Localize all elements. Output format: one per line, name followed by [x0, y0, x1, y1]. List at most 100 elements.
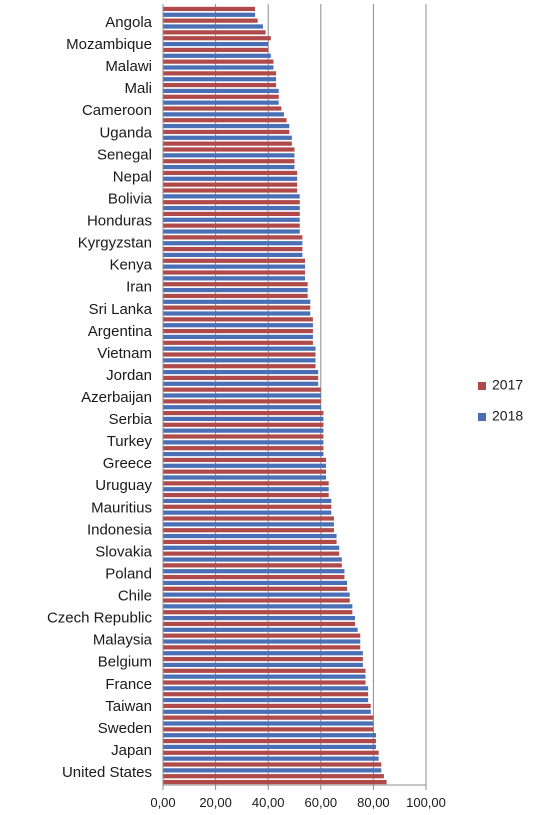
bar	[163, 141, 292, 146]
category-label: France	[105, 676, 152, 693]
bar	[163, 276, 306, 281]
bar	[163, 258, 306, 263]
x-tick-label: 20,00	[199, 795, 232, 810]
bar	[163, 680, 366, 685]
bar	[163, 246, 303, 252]
bar	[163, 153, 295, 158]
bar	[163, 364, 316, 369]
bar	[163, 686, 369, 691]
bar	[163, 733, 377, 738]
category-label: Japan	[111, 742, 152, 759]
bar	[163, 176, 298, 181]
bar	[163, 721, 374, 726]
bar	[163, 159, 295, 164]
bar	[163, 235, 303, 240]
bar	[163, 451, 324, 457]
bar	[163, 18, 258, 23]
category-label: Turkey	[107, 433, 153, 450]
legend-swatch	[478, 413, 486, 421]
bar	[163, 393, 321, 398]
bar	[163, 270, 306, 275]
bar	[163, 545, 340, 550]
category-label: Angola	[105, 14, 152, 31]
x-tick-label: 40,00	[252, 795, 285, 810]
bar	[163, 744, 377, 750]
category-label: Indonesia	[87, 521, 153, 538]
bar	[163, 750, 379, 755]
bar	[163, 727, 374, 732]
bar	[163, 170, 298, 176]
bar	[163, 709, 371, 714]
bar	[163, 340, 313, 345]
bar	[163, 229, 300, 234]
bar	[163, 369, 319, 375]
bar	[163, 539, 337, 545]
x-tick-label: 0,00	[150, 795, 175, 810]
category-label: Belgium	[98, 654, 152, 671]
bar	[163, 24, 263, 29]
category-label: Mauritius	[91, 499, 152, 516]
bar	[163, 510, 332, 515]
bar	[163, 487, 329, 492]
category-label: Mali	[124, 80, 152, 97]
bar	[163, 375, 319, 381]
category-label: Slovakia	[95, 543, 152, 560]
category-label: United States	[62, 764, 152, 781]
bar	[163, 211, 300, 217]
bar	[163, 205, 300, 211]
category-label: Chile	[118, 587, 152, 604]
bar	[163, 481, 329, 486]
bar	[163, 264, 306, 269]
bar	[163, 334, 313, 340]
bar	[163, 47, 269, 53]
bar	[163, 106, 282, 111]
bar	[163, 405, 321, 410]
category-label: Kyrgyzstan	[78, 235, 152, 252]
category-label: Sweden	[98, 720, 152, 737]
category-label: Uganda	[99, 124, 152, 141]
bar	[163, 352, 316, 357]
bar	[163, 598, 350, 603]
bar	[163, 36, 271, 41]
category-label: Nepal	[113, 168, 152, 185]
bar	[163, 387, 321, 392]
bar	[163, 123, 290, 129]
category-label: Iran	[126, 279, 152, 296]
category-label: Cameroon	[82, 102, 152, 119]
bar	[163, 621, 355, 627]
bar	[163, 317, 313, 322]
bar	[163, 504, 332, 509]
bar	[163, 311, 311, 316]
bar	[163, 639, 361, 644]
bar	[163, 610, 353, 615]
bar	[163, 416, 324, 422]
bar	[163, 779, 387, 785]
category-label: Malawi	[105, 58, 152, 75]
bar	[163, 557, 342, 562]
category-label: Poland	[105, 565, 152, 582]
bar	[163, 53, 271, 58]
bar	[163, 30, 266, 35]
bar	[163, 662, 363, 668]
bar	[163, 200, 300, 205]
x-tick-label: 60,00	[305, 795, 338, 810]
bar	[163, 492, 329, 498]
legend-label: 2017	[492, 377, 523, 393]
category-label: Azerbaijan	[81, 389, 152, 406]
bar	[163, 41, 269, 47]
bar	[163, 12, 256, 17]
bar	[163, 410, 324, 416]
legend-label: 2018	[492, 408, 523, 424]
bar	[163, 516, 334, 521]
bar	[163, 633, 361, 638]
category-label: Serbia	[109, 411, 153, 428]
bar	[163, 381, 319, 386]
bar	[163, 194, 300, 199]
bar	[163, 217, 300, 222]
bar	[163, 469, 327, 474]
bar	[163, 446, 324, 451]
bar	[163, 498, 332, 504]
bar	[163, 768, 382, 773]
bar	[163, 580, 348, 586]
